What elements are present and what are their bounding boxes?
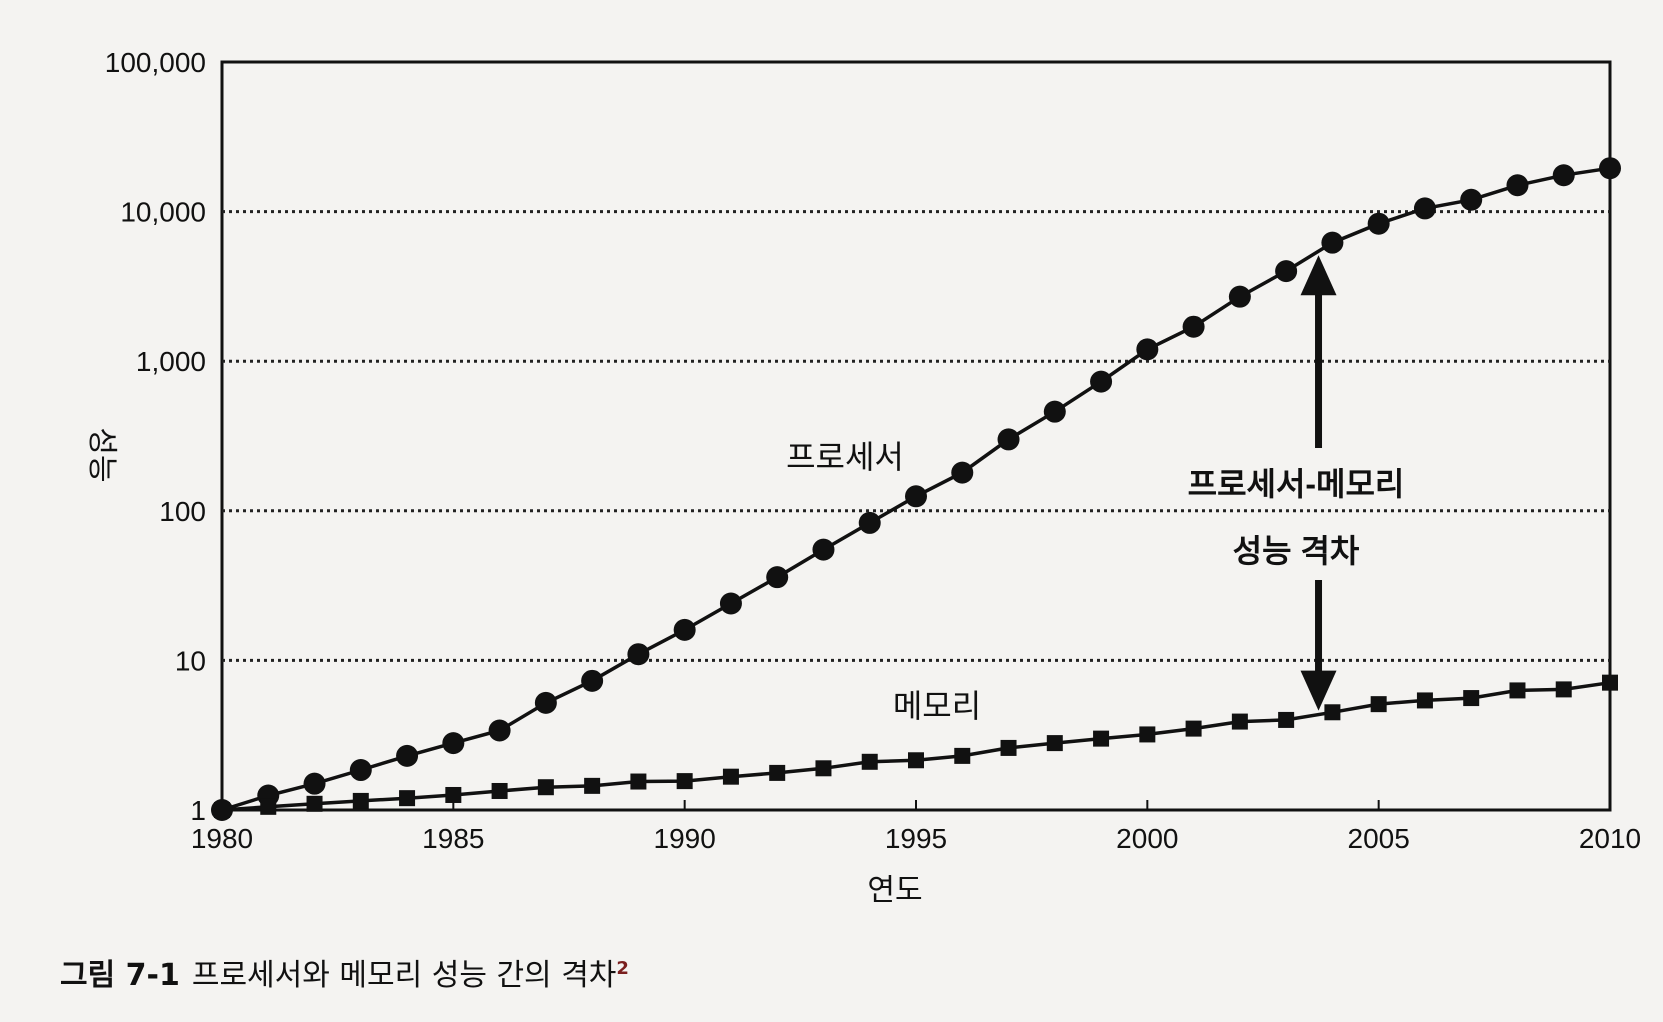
processor-point <box>1228 285 1251 308</box>
processor-point <box>905 485 927 508</box>
processor-point <box>1367 212 1390 235</box>
memory-point <box>1370 696 1387 713</box>
memory-point <box>306 795 323 812</box>
y-tick-label: 10 <box>175 645 206 676</box>
x-tick-label: 2010 <box>1579 823 1641 854</box>
processor-point <box>673 618 696 641</box>
processor-point <box>951 461 974 484</box>
memory-series-label: 메모리 <box>893 688 981 724</box>
processor-point <box>581 669 604 692</box>
x-tick-label: 1995 <box>885 823 947 854</box>
memory-point <box>1555 681 1572 698</box>
gap-label-line1: 프로세서-메모리 <box>1188 466 1405 502</box>
processor-series-label: 프로세서 <box>786 439 904 475</box>
gap-arrow-down-head <box>1300 670 1337 711</box>
series-markers <box>211 157 1621 821</box>
processor-point <box>1043 400 1066 423</box>
processor-point <box>1321 231 1344 254</box>
y-tick-label: 10,000 <box>120 197 206 228</box>
memory-point <box>1000 739 1017 756</box>
processor-point <box>534 691 557 714</box>
processor-point <box>1552 164 1575 187</box>
memory-point <box>908 752 924 769</box>
y-tick-label: 100,000 <box>105 47 206 78</box>
processor-point <box>1413 197 1436 220</box>
y-axis-title: 성능 <box>85 427 118 482</box>
processor-point <box>303 772 326 795</box>
memory-point <box>1231 713 1248 730</box>
processor-point <box>997 428 1020 451</box>
memory-point <box>1046 735 1063 752</box>
memory-point <box>1185 720 1202 737</box>
memory-point <box>1509 682 1526 699</box>
x-tick-label: 2000 <box>1116 823 1178 854</box>
figure-number: 그림 7-1 <box>60 958 180 993</box>
processor-point <box>1136 338 1159 361</box>
memory-point <box>214 802 230 818</box>
memory-point <box>1278 711 1295 728</box>
y-tick-label: 1 <box>190 795 206 826</box>
processor-point <box>858 511 881 534</box>
processor-point <box>1275 260 1298 283</box>
processor-point <box>396 744 419 767</box>
x-tick-label: 2005 <box>1348 823 1410 854</box>
x-tick-labels: 1980 1985 1990 1995 2000 2005 2010 <box>191 800 1641 854</box>
memory-point <box>491 782 508 799</box>
memory-point <box>1324 704 1341 721</box>
processor-point <box>1182 315 1205 338</box>
memory-point <box>352 792 369 809</box>
processor-point <box>442 732 465 755</box>
memory-point <box>584 777 601 794</box>
processor-point <box>766 566 789 589</box>
x-axis-title: 연도 <box>867 874 922 907</box>
memory-point <box>1139 726 1156 743</box>
grid-lines <box>222 210 1610 662</box>
memory-point <box>1416 692 1433 709</box>
processor-point <box>1090 370 1113 393</box>
memory-point <box>954 747 971 764</box>
figure-caption: 그림 7-1 프로세서와 메모리 성능 간의 격차2 <box>60 950 629 994</box>
memory-point <box>1093 730 1110 747</box>
performance-gap-chart: 1 10 100 1,000 10,000 100,000 1980 1985 1990 199… <box>85 47 1641 907</box>
gap-arrows <box>1300 255 1337 711</box>
memory-point <box>399 790 416 807</box>
x-tick-label: 1985 <box>422 823 484 854</box>
processor-point <box>1599 157 1621 180</box>
processor-point <box>1506 174 1529 197</box>
memory-point <box>676 773 693 790</box>
caption-text: 프로세서와 메모리 성능 간의 격차 <box>191 958 617 993</box>
memory-point <box>630 773 647 790</box>
memory-point <box>861 753 878 770</box>
x-tick-label: 1980 <box>191 823 253 854</box>
gap-arrow-up-head <box>1300 255 1337 296</box>
memory-point <box>1463 690 1480 707</box>
processor-point <box>719 592 742 615</box>
y-tick-labels: 1 10 100 1,000 10,000 100,000 <box>105 47 206 826</box>
memory-point <box>260 798 277 815</box>
memory-point <box>445 786 462 803</box>
processor-point <box>812 538 835 561</box>
memory-point <box>769 764 786 781</box>
processor-point <box>1460 188 1483 211</box>
processor-point <box>349 759 372 782</box>
gap-label-line2: 성능 격차 <box>1233 533 1360 569</box>
footnote-mark: 2 <box>616 958 629 979</box>
processor-point <box>627 643 650 666</box>
memory-point <box>1602 674 1618 691</box>
memory-point <box>815 760 832 777</box>
memory-point <box>722 768 739 785</box>
memory-point <box>537 779 554 796</box>
y-tick-label: 1,000 <box>136 346 206 377</box>
x-tick-label: 1990 <box>654 823 716 854</box>
y-tick-label: 100 <box>159 496 206 527</box>
processor-point <box>488 719 511 742</box>
